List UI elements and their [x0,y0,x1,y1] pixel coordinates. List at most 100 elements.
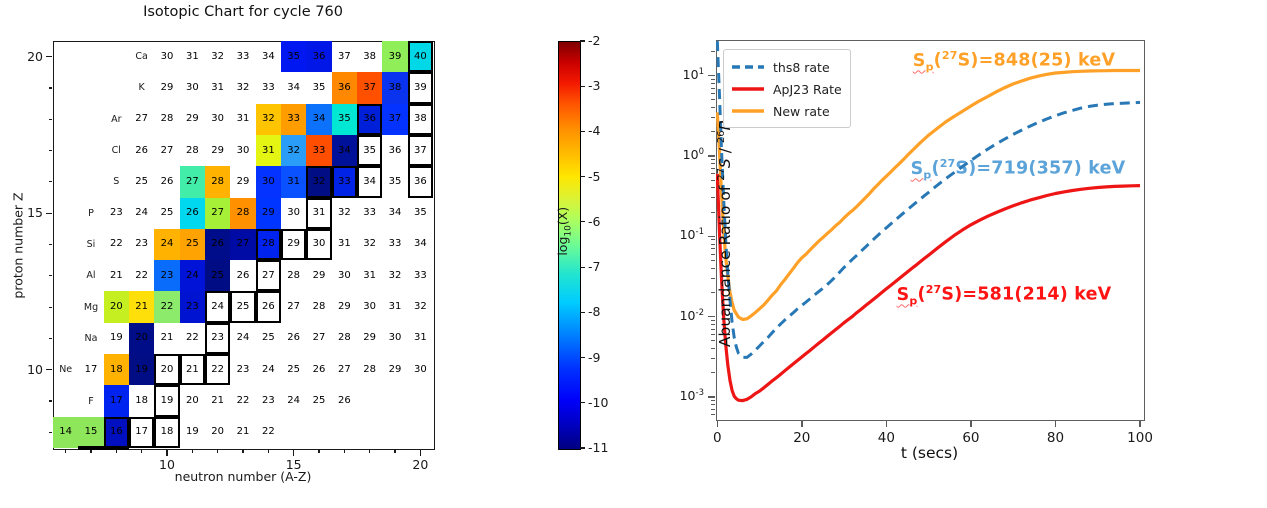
colorbar-tick--5 [580,176,585,178]
isotope-cell-F-26: 26 [337,395,351,407]
isotope-cell-Al-21: 21 [109,269,123,281]
legend-entry-ths8-rate: ths8 rate [732,56,842,78]
element-label-Na: Na [84,332,98,344]
isotope-cell-Ca-37: 37 [337,50,351,62]
isotope-cell-F-24: 24 [287,395,301,407]
isotope-cell-Si-24: 24 [154,228,180,261]
isotope-cell-Na-23: 23 [205,322,231,355]
isotope-cell-Ar-28: 28 [160,113,174,125]
colorbar-tick--10 [580,402,585,404]
isotope-cell-Si-23: 23 [135,238,149,250]
right-y-tick-label-e-2: 10-2 [679,307,704,323]
right-y-minor-tick [711,333,715,335]
isotope-cell-Cl-37: 37 [407,134,433,167]
right-y-minor-tick [711,248,715,250]
isotope-cell-Ar-35: 35 [331,103,357,135]
isotope-cell-K-32: 32 [236,81,250,93]
colorbar-tick-label--4: -4 [588,123,601,139]
isotope-cell-Ar-33: 33 [281,103,307,135]
isotope-cell-Si-26: 26 [205,228,231,261]
left-y-tick-10 [45,369,52,371]
left-x-tick-17 [343,449,345,453]
curve-apj23-rate [716,173,1141,403]
isotope-cell-Al-27: 27 [255,260,281,292]
isotope-cell-F-22: 22 [236,395,250,407]
isotope-cell-Na-25: 25 [261,332,275,344]
right-y-minor-tick [711,159,715,161]
isotope-cell-S-27: 27 [179,166,205,198]
left-y-tick-label-15: 15 [27,205,43,221]
isotope-cell-Na-22: 22 [185,332,199,344]
isotope-cell-O-15: 15 [78,416,104,448]
isotope-plot-area [53,41,435,450]
right-y-axis-label-part: / [716,143,735,159]
colorbar-tick--7 [580,266,585,268]
right-y-axis-label: Abuandance Ratio of 27S / 26P [716,94,734,374]
right-y-minor-tick [711,291,715,293]
element-label-Mg: Mg [83,301,99,313]
element-label-Cl: Cl [111,145,121,157]
isotope-cell-S-25: 25 [135,175,149,187]
isotope-cell-P-30: 30 [287,207,301,219]
isotope-cell-K-35: 35 [312,81,326,93]
ratio-plot-area [716,40,1145,421]
element-label-K: K [138,82,145,94]
isotope-cell-Cl-27: 27 [160,144,174,156]
right-x-axis-label: t (secs) [900,444,959,462]
right-x-tick-40 [885,421,888,427]
isotope-cell-Ar-29: 29 [185,113,199,125]
isotope-cell-P-23: 23 [109,207,123,219]
right-y-minor-tick [711,323,715,325]
right-y-minor-tick [711,408,715,410]
right-y-minor-tick [711,348,715,350]
isotope-cell-P-29: 29 [255,197,281,229]
isotope-cell-Mg-26: 26 [255,291,281,323]
right-y-minor-tick [711,131,715,133]
isotope-cell-Mg-31: 31 [388,301,402,313]
colorbar-tick-label--6: -6 [588,213,601,229]
right-y-minor-tick [711,239,715,241]
isotope-cell-Si-34: 34 [413,238,427,250]
isotope-cell-Na-28: 28 [337,332,351,344]
isotope-cell-F-25: 25 [312,395,326,407]
left-chart-title: Isotopic Chart for cycle 760 [143,4,343,20]
isotope-cell-Mg-22: 22 [154,291,180,323]
isotope-cell-Mg-30: 30 [363,301,377,313]
isotope-cell-Cl-35: 35 [357,134,383,167]
right-y-tick-e0 [708,155,715,157]
element-label-S: S [113,176,120,188]
right-y-axis-label-part: 26 [715,130,727,144]
left-x-tick-9 [141,449,143,453]
isotope-cell-Mg-28: 28 [312,301,326,313]
isotope-cell-Na-21: 21 [160,332,174,344]
isotope-cell-F-17: 17 [103,385,129,417]
legend-label: New rate [773,103,830,119]
isotope-cell-K-37: 37 [357,72,383,104]
isotope-cell-F-18: 18 [135,395,149,407]
isotope-cell-Si-27: 27 [230,228,256,261]
right-y-minor-tick [711,179,715,181]
isotope-cell-Cl-36: 36 [388,144,402,156]
colorbar-label-text: log10(X) [554,206,574,256]
left-x-tick-19 [394,449,396,453]
left-y-tick-20 [45,56,52,58]
isotope-cell-K-31: 31 [211,81,225,93]
isotope-cell-F-19: 19 [154,385,180,417]
right-y-axis-label-part: 27 [715,168,727,181]
right-x-tick-100 [1139,421,1141,427]
isotope-cell-Si-22: 22 [109,238,123,250]
isotope-cell-Ne-28: 28 [363,363,377,375]
left-y-tick-label-10: 10 [27,361,43,377]
isotope-cell-Al-32: 32 [388,269,402,281]
isotope-cell-Al-30: 30 [337,269,351,281]
isotope-cell-O-20: 20 [211,426,225,438]
colorbar-tick--6 [580,221,585,223]
left-x-tick-10 [166,449,168,456]
element-label-Ca: Ca [135,51,148,63]
isotope-cell-P-32: 32 [337,207,351,219]
right-y-tick-e-3 [708,396,715,398]
left-x-tick-label-15: 15 [285,457,302,472]
isotope-cell-Na-31: 31 [413,332,427,344]
right-y-tick-e-2 [708,315,715,318]
isotope-cell-Al-28: 28 [287,269,301,281]
